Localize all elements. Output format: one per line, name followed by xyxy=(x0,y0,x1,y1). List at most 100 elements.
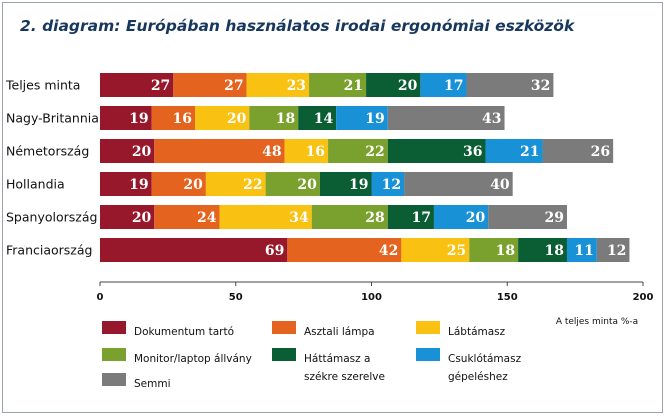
bar-segment-nemetorszag-labtamasz xyxy=(284,139,329,163)
bar-segment-franciaorszag-csuklotamasz-gepeleshez xyxy=(566,238,597,262)
data-label-hollandia-dokumentum-tarto: 19 xyxy=(129,177,148,193)
bar-segment-spanyolorszag-semmi xyxy=(488,205,567,229)
bar-segment-hollandia-csuklotamasz-gepeleshez xyxy=(371,172,405,196)
bar-segment-spanyolorszag-dokumentum-tarto xyxy=(100,205,155,229)
data-label-hollandia-csuklotamasz-gepeleshez: 12 xyxy=(382,177,401,193)
data-label-nagy-britannia-monitor-laptop-allvany: 18 xyxy=(276,111,295,127)
bar-segment-nagy-britannia-csuklotamasz-gepeleshez xyxy=(336,106,388,130)
data-label-franciaorszag-semmi: 12 xyxy=(607,243,626,259)
legend-label-hattamasz-a-szeke-szerelve: Háttámasz a székre szerelve xyxy=(304,353,385,383)
bar-segment-spanyolorszag-hattamasz-a-szeke-szerelve xyxy=(387,205,434,229)
bar-segment-teljes-minta-monitor-laptop-allvany xyxy=(309,73,367,97)
data-label-hollandia-monitor-laptop-allvany: 20 xyxy=(297,177,317,193)
bar-segment-franciaorszag-dokumentum-tarto xyxy=(100,238,288,262)
bar-segment-hollandia-dokumentum-tarto xyxy=(100,172,152,196)
category-label-franciaorszag: Franciaország xyxy=(6,243,92,258)
data-label-hollandia-asztali-lampa: 20 xyxy=(183,177,203,193)
bar-segment-teljes-minta-semmi xyxy=(466,73,554,97)
legend-label-monitor-laptop-allvany: Monitor/laptop állvány xyxy=(134,353,252,365)
x-tick-label-50: 50 xyxy=(229,292,243,303)
data-label-franciaorszag-hattamasz-a-szeke-szerelve: 18 xyxy=(544,243,563,259)
data-label-spanyolorszag-semmi: 29 xyxy=(544,210,563,226)
bar-segment-nemetorszag-asztali-lampa xyxy=(154,139,285,163)
bar-segment-nemetorszag-hattamasz-a-szeke-szerelve xyxy=(387,139,486,163)
x-axis-label: A teljes minta %-a xyxy=(556,317,638,327)
legend-label-asztali-lampa: Asztali lámpa xyxy=(304,326,375,338)
legend-swatch-csuklotamasz-gepeleshez xyxy=(416,348,440,361)
data-label-spanyolorszag-dokumentum-tarto: 20 xyxy=(132,210,152,226)
data-label-spanyolorszag-labtamasz: 34 xyxy=(289,210,309,226)
data-label-nagy-britannia-asztali-lampa: 16 xyxy=(173,111,192,127)
legend-swatch-labtamasz xyxy=(416,321,440,334)
data-label-nemetorszag-dokumentum-tarto: 20 xyxy=(132,144,152,160)
bar-segment-hollandia-semmi xyxy=(404,172,513,196)
data-label-spanyolorszag-asztali-lampa: 24 xyxy=(197,210,217,226)
category-label-nagy-britannia: Nagy-Britannia xyxy=(6,111,99,126)
data-label-hollandia-labtamasz: 22 xyxy=(243,177,262,193)
bar-segment-franciaorszag-monitor-laptop-allvany xyxy=(469,238,519,262)
data-label-franciaorszag-csuklotamasz-gepeleshez: 11 xyxy=(574,243,593,259)
data-label-spanyolorszag-hattamasz-a-szeke-szerelve: 17 xyxy=(411,210,430,226)
data-label-spanyolorszag-monitor-laptop-allvany: 28 xyxy=(365,210,384,226)
bar-segment-teljes-minta-csuklotamasz-gepeleshez xyxy=(420,73,467,97)
bar-segment-franciaorszag-hattamasz-a-szeke-szerelve xyxy=(518,238,567,262)
bar-segment-spanyolorszag-asztali-lampa xyxy=(154,205,220,229)
data-label-teljes-minta-dokumentum-tarto: 27 xyxy=(151,78,170,94)
data-label-nemetorszag-monitor-laptop-allvany: 22 xyxy=(365,144,384,160)
legend-swatch-semmi xyxy=(102,373,126,386)
bar-segment-teljes-minta-asztali-lampa xyxy=(173,73,247,97)
data-label-nemetorszag-csuklotamasz-gepeleshez: 21 xyxy=(520,144,539,160)
bar-segment-franciaorszag-semmi xyxy=(596,238,630,262)
data-label-franciaorszag-dokumentum-tarto: 69 xyxy=(265,243,284,259)
bar-segment-spanyolorszag-csuklotamasz-gepeleshez xyxy=(433,205,489,229)
category-label-hollandia: Hollandia xyxy=(6,177,65,192)
data-label-teljes-minta-hattamasz-a-szeke-szerelve: 20 xyxy=(398,78,418,94)
data-label-hollandia-semmi: 40 xyxy=(490,177,510,193)
legend-swatch-dokumentum-tarto xyxy=(102,321,126,334)
bar-segment-spanyolorszag-monitor-laptop-allvany xyxy=(311,205,388,229)
legend-label-csuklotamasz-gepeleshez: Csuklótámasz gépeléshez xyxy=(448,353,522,383)
bar-segment-nagy-britannia-monitor-laptop-allvany xyxy=(249,106,299,130)
bar-segment-nagy-britannia-semmi xyxy=(387,106,505,130)
category-label-spanyolorszag: Spanyolország xyxy=(6,210,97,225)
bar-segment-nemetorszag-csuklotamasz-gepeleshez xyxy=(485,139,543,163)
chart-title: 2. diagram: Európában használatos irodai… xyxy=(20,17,575,35)
data-label-teljes-minta-asztali-lampa: 27 xyxy=(224,78,243,94)
data-label-nagy-britannia-dokumentum-tarto: 19 xyxy=(129,111,148,127)
bar-segment-nemetorszag-semmi xyxy=(542,139,614,163)
legend-label-labtamasz: Lábtámasz xyxy=(448,326,506,338)
bar-segment-teljes-minta-labtamasz xyxy=(246,73,310,97)
data-label-nemetorszag-asztali-lampa: 48 xyxy=(262,144,281,160)
bar-segment-hollandia-hattamasz-a-szeke-szerelve xyxy=(319,172,372,196)
legend-label-dokumentum-tarto: Dokumentum tartó xyxy=(134,326,234,338)
legend-label-semmi: Semmi xyxy=(134,378,171,390)
x-tick-label-200: 200 xyxy=(633,292,654,303)
data-label-franciaorszag-labtamasz: 25 xyxy=(447,243,466,259)
data-label-nagy-britannia-labtamasz: 20 xyxy=(227,111,247,127)
bar-segment-nagy-britannia-hattamasz-a-szeke-szerelve xyxy=(298,106,337,130)
data-label-nemetorszag-semmi: 26 xyxy=(591,144,610,160)
data-label-nagy-britannia-semmi: 43 xyxy=(482,111,501,127)
data-label-teljes-minta-labtamasz: 23 xyxy=(287,78,306,94)
bar-segment-hollandia-asztali-lampa xyxy=(151,172,206,196)
legend-swatch-monitor-laptop-allvany xyxy=(102,348,126,361)
data-label-spanyolorszag-csuklotamasz-gepeleshez: 20 xyxy=(466,210,486,226)
bar-segment-nagy-britannia-asztali-lampa xyxy=(151,106,196,130)
legend-swatch-hattamasz-a-szeke-szerelve xyxy=(272,348,296,361)
data-label-franciaorszag-monitor-laptop-allvany: 18 xyxy=(496,243,515,259)
data-label-teljes-minta-monitor-laptop-allvany: 21 xyxy=(344,78,363,94)
data-label-nagy-britannia-hattamasz-a-szeke-szerelve: 14 xyxy=(314,111,334,127)
data-label-nemetorszag-hattamasz-a-szeke-szerelve: 36 xyxy=(463,144,482,160)
bar-segment-teljes-minta-hattamasz-a-szeke-szerelve xyxy=(366,73,421,97)
data-label-teljes-minta-semmi: 32 xyxy=(531,78,550,94)
bar-segment-hollandia-labtamasz xyxy=(205,172,266,196)
bar-segment-nagy-britannia-labtamasz xyxy=(195,106,250,130)
bar-segment-nemetorszag-dokumentum-tarto xyxy=(100,139,155,163)
data-label-franciaorszag-asztali-lampa: 42 xyxy=(379,243,398,259)
data-label-nemetorszag-labtamasz: 16 xyxy=(306,144,325,160)
legend-swatch-asztali-lampa xyxy=(272,321,296,334)
data-label-hollandia-hattamasz-a-szeke-szerelve: 19 xyxy=(349,177,368,193)
data-label-nagy-britannia-csuklotamasz-gepeleshez: 19 xyxy=(365,111,384,127)
bar-segment-teljes-minta-dokumentum-tarto xyxy=(100,73,174,97)
x-tick-label-0: 0 xyxy=(97,292,104,303)
